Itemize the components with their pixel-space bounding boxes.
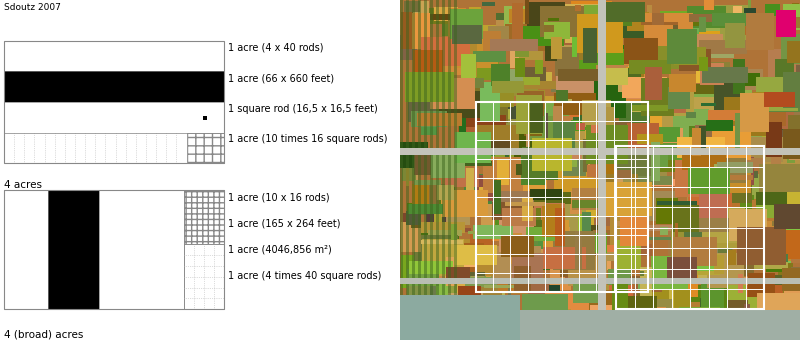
Bar (4, 41, 224, 163)
Bar (476, 102, 648, 292)
Text: 1 acre (10 times 16 square rods): 1 acre (10 times 16 square rods) (228, 134, 387, 144)
Text: 1 acre (10 x 16 rods): 1 acre (10 x 16 rods) (228, 192, 330, 202)
Text: 1 acre (4 x 40 rods): 1 acre (4 x 40 rods) (228, 42, 323, 52)
Text: 1 acre (4 times 40 square rods): 1 acre (4 times 40 square rods) (228, 271, 382, 282)
Bar (776, 10, 796, 37)
Bar (4, 190, 224, 309)
Bar (4, 41, 224, 163)
Text: 1 acre (66 x 660 feet): 1 acre (66 x 660 feet) (228, 73, 334, 83)
Text: 4 (broad) acres: 4 (broad) acres (4, 330, 83, 340)
Bar (185, 190, 224, 244)
Bar (4, 71, 224, 102)
Text: 1 acre (165 x 264 feet): 1 acre (165 x 264 feet) (228, 219, 341, 228)
Text: Sdoutz 2007: Sdoutz 2007 (4, 3, 61, 12)
Text: 4 acres: 4 acres (4, 180, 42, 190)
Bar (186, 133, 224, 163)
Bar (203, 116, 207, 120)
Bar (4, 41, 224, 163)
Bar (4, 190, 224, 309)
Bar (48, 190, 98, 309)
Text: 1 acre (4046,856 m²): 1 acre (4046,856 m²) (228, 245, 332, 255)
Bar (185, 244, 224, 309)
Bar (616, 146, 764, 309)
Bar (4, 133, 186, 163)
Bar (4, 190, 224, 309)
Text: 1 square rod (16,5 x 16,5 feet): 1 square rod (16,5 x 16,5 feet) (228, 104, 378, 114)
